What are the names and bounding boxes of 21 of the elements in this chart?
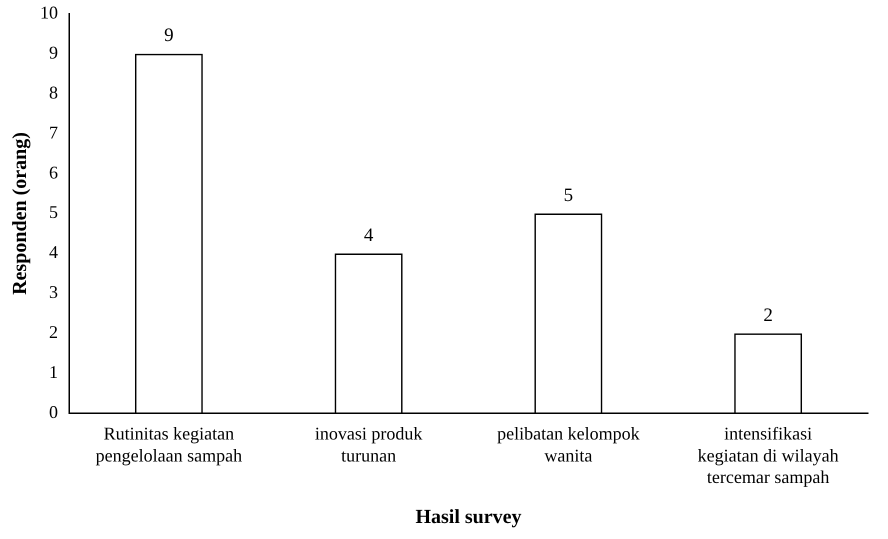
y-tick-label: 2: [49, 322, 58, 342]
x-tick-label: Rutinitas kegiatan pengelolaan sampah: [96, 424, 242, 466]
data-label: 9: [164, 25, 174, 46]
y-tick-label: 3: [49, 282, 58, 302]
y-tick-label: 4: [49, 242, 58, 262]
data-label: 5: [564, 184, 574, 206]
data-label: 2: [763, 304, 773, 326]
x-tick-label: intensifikasi kegiatan di wilayah tercemar sampah: [698, 424, 839, 487]
y-tick-label: 5: [49, 202, 58, 222]
y-tick-label: 6: [49, 162, 58, 182]
x-tick-label: pelibatan kelompok wanita: [497, 424, 640, 466]
x-axis-title: Hasil survey: [415, 506, 522, 528]
data-label: 4: [364, 224, 374, 246]
y-tick-label: 0: [49, 402, 58, 422]
y-tick-label: 1: [49, 362, 58, 382]
y-tick-label: 9: [49, 42, 58, 62]
y-tick-label: 10: [40, 2, 58, 23]
x-tick-label: inovasi produk turunan: [314, 424, 422, 466]
y-axis-title: Responden (orang): [9, 132, 32, 295]
y-tick-label: 8: [49, 82, 58, 102]
y-tick-label: 7: [49, 122, 58, 142]
